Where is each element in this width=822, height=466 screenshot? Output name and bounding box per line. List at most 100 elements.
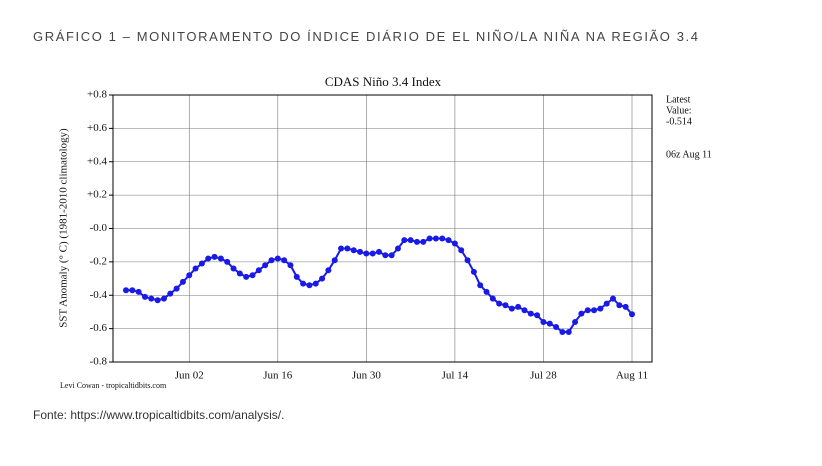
annotation: -0.514 [666,116,692,127]
data-point [306,282,313,289]
data-point [192,265,199,272]
data-point [426,235,433,242]
data-point [198,260,205,267]
data-point [597,305,604,312]
y-tick-label: -0.6 [90,322,108,334]
y-tick-label: +0.4 [87,155,107,167]
data-point [477,282,484,289]
data-point [281,257,288,264]
data-point [369,250,376,257]
data-point [129,287,136,294]
data-point [515,303,522,310]
data-point [262,262,269,269]
x-tick-label: Jun 02 [175,370,204,382]
data-point [325,267,332,274]
data-point [527,310,534,317]
data-point [350,247,357,254]
data-point [584,307,591,314]
annotation: Latest [666,94,691,105]
data-point [255,267,262,274]
y-tick-label: -0.8 [90,356,108,368]
data-point [179,278,186,285]
data-point [464,257,471,264]
plot-frame [112,94,653,363]
data-point [363,250,370,257]
data-point [123,287,129,294]
data-point [565,328,572,335]
data-point [483,288,490,295]
data-point [141,293,148,300]
data-point [344,245,351,252]
annotation: Value: [666,105,692,116]
data-point [559,328,566,335]
data-point [160,295,167,302]
y-tick-label: -0.0 [90,222,108,234]
data-point [148,295,155,302]
data-point [236,270,243,277]
data-point [394,245,401,252]
data-point [274,255,281,262]
data-point [338,245,345,252]
data-point [319,275,326,282]
y-tick-label: -0.2 [90,255,107,267]
data-point [546,320,553,327]
x-tick-label: Jul 28 [530,370,557,382]
x-tick-label: Jun 16 [263,370,293,382]
data-point [154,297,161,304]
annotation: 06z Aug 11 [666,149,712,160]
data-point [382,252,389,259]
data-point [224,258,231,265]
data-point [205,255,212,262]
data-point [578,310,585,317]
data-point [502,302,509,309]
data-point [357,248,364,255]
data-point [376,248,382,255]
data-point [610,295,617,302]
data-point [331,257,338,264]
data-point [458,247,465,254]
y-tick-label: +0.8 [87,89,107,101]
data-point [167,290,174,297]
data-point [249,272,256,279]
data-point [407,237,414,244]
data-point [616,302,623,309]
data-point [439,235,446,242]
data-point [268,257,275,264]
data-point [553,323,560,330]
data-point [603,300,610,307]
credit: Levi Cowan - tropicaltidbits.com [60,381,167,390]
x-tick-label: Jun 30 [352,370,382,382]
data-point [211,253,218,260]
data-point [629,311,635,318]
source: Fonte: https://www.tropicaltidbits.com/a… [33,408,285,422]
data-point [186,272,193,279]
data-point [496,300,503,307]
data-point [413,238,420,245]
data-point [540,318,547,325]
y-tick-label: -0.4 [90,289,108,301]
data-point [489,295,496,302]
data-point [445,237,452,244]
heading: GRÁFICO 1 – MONITORAMENTO DO ÍNDICE DIÁR… [33,29,700,44]
y-tick-label: +0.2 [87,189,107,201]
data-point [470,268,477,275]
data-point [508,305,515,312]
data-point [135,288,142,295]
chart-title: CDAS Niño 3.4 Index [325,74,442,89]
data-point [388,252,395,259]
y-axis-label: SST Anomaly (° C) (1981-2010 climatology… [58,128,70,328]
data-point [521,307,528,314]
data-point [432,235,439,242]
chart: CDAS Niño 3.4 Index SST Anomaly (° C) (1… [58,74,712,390]
x-tick-label: Aug 11 [616,370,648,382]
data-point [293,273,300,280]
data-point [312,280,319,287]
data-point [451,240,458,247]
data-point [287,262,294,269]
data-point [572,318,579,325]
data-point [217,255,224,262]
data-point [401,237,408,244]
data-point [420,238,427,245]
data-point [622,303,629,310]
